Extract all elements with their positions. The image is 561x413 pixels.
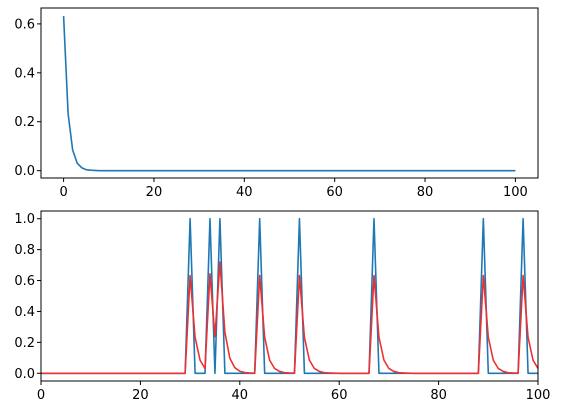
- y-tick-label: 0.0: [14, 164, 35, 179]
- x-tick-label: 100: [503, 185, 528, 200]
- x-tick-label: 20: [146, 185, 163, 200]
- x-tick-label: 100: [526, 388, 551, 403]
- y-tick-label: 0.4: [14, 305, 35, 320]
- x-tick-label: 20: [132, 388, 149, 403]
- bottom-chart: 0 20 40 60 80 100 0.0 0.2 0.4 0.6 0.8 1.0: [14, 210, 551, 403]
- x-tick-label: 0: [59, 185, 67, 200]
- y-tick-label: 1.0: [14, 212, 35, 227]
- y-tick-label: 0.0: [14, 367, 35, 382]
- x-tick-label: 80: [417, 185, 434, 200]
- x-tick-label: 0: [37, 388, 45, 403]
- x-tick-label: 40: [236, 185, 253, 200]
- axes-frame: [40, 210, 539, 382]
- y-tick-label: 0.8: [14, 243, 35, 258]
- axes-frame: [40, 7, 539, 179]
- x-tick-label: 40: [232, 388, 249, 403]
- y-tick-label: 0.6: [14, 17, 35, 32]
- y-tick-label: 0.2: [14, 115, 35, 130]
- top-chart: 0 20 40 60 80 100 0.0 0.2 0.4 0.6: [14, 7, 539, 200]
- series-line-0: [62, 16, 516, 172]
- x-tick-label: 80: [430, 388, 447, 403]
- y-tick-label: 0.4: [14, 66, 35, 81]
- series-line-1: [41, 261, 538, 375]
- y-tick-label: 0.2: [14, 336, 35, 351]
- x-tick-label: 60: [331, 388, 348, 403]
- y-tick-label: 0.6: [14, 274, 35, 289]
- x-tick-label: 60: [326, 185, 343, 200]
